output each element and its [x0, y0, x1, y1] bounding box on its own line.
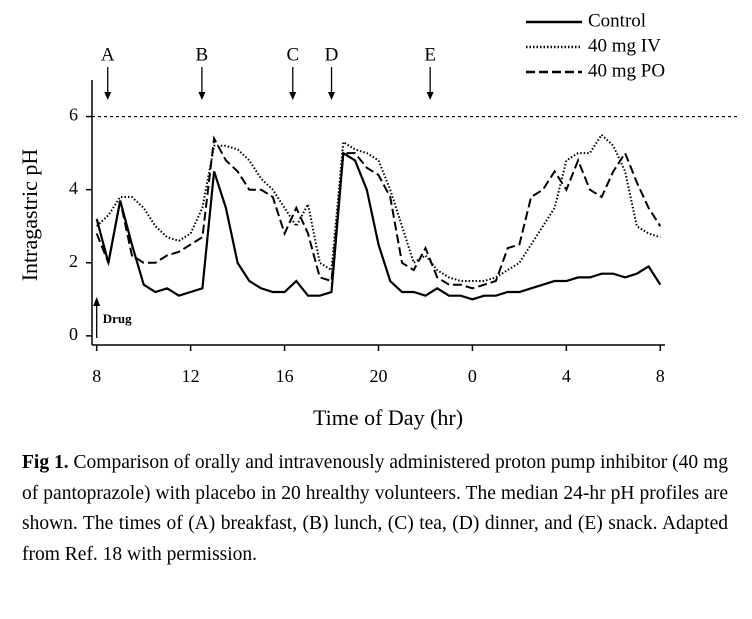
event-label: E — [424, 44, 436, 65]
legend-label: 40 mg PO — [588, 60, 665, 81]
x-tick-label: 12 — [182, 366, 200, 386]
event-label: A — [101, 44, 115, 65]
x-axis-label: Time of Day (hr) — [313, 405, 463, 430]
chart: Time of Day (hr) Intragastric pH 0 2 4 6 8 12… — [17, 10, 740, 430]
caption-label: Fig 1. — [22, 452, 69, 473]
data-line — [95, 135, 662, 290]
data-line — [96, 133, 661, 282]
event-label: B — [196, 44, 209, 65]
x-tick-label: 4 — [562, 366, 571, 386]
y-tick-label: 2 — [69, 251, 78, 271]
legend-label: Control — [588, 10, 646, 31]
event-arrowhead — [198, 92, 206, 100]
y-axis-label: Intragastric pH — [17, 149, 42, 282]
y-tick-label: 6 — [69, 105, 78, 125]
event-arrowhead — [289, 92, 297, 100]
caption: Fig 1. Comparison of orally and intraven… — [22, 448, 728, 570]
event-label: C — [286, 44, 299, 65]
dosing-arrowhead — [93, 297, 101, 306]
legend-label: 40 mg IV — [588, 35, 661, 56]
caption-text: Comparison of orally and intravenously a… — [22, 452, 728, 565]
event-arrowhead — [328, 92, 336, 100]
event-arrowhead — [104, 92, 112, 100]
x-tick-label: 20 — [370, 366, 388, 386]
x-tick-label: 8 — [92, 366, 101, 386]
x-tick-label: 8 — [656, 366, 665, 386]
y-tick-label: 4 — [69, 178, 78, 198]
x-tick-label: 16 — [276, 366, 294, 386]
dosing-label: Drug — [103, 311, 132, 326]
data-line — [95, 151, 662, 301]
event-arrowhead — [426, 92, 434, 100]
event-label: D — [325, 44, 339, 65]
y-tick-label: 0 — [69, 324, 78, 344]
x-tick-label: 0 — [468, 366, 477, 386]
